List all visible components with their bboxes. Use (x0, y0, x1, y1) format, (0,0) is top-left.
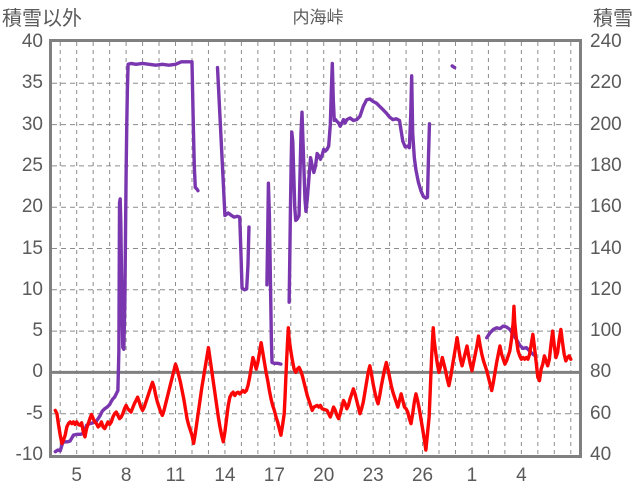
plot-svg (52, 42, 579, 455)
x-tick: 8 (120, 465, 132, 486)
x-tick: 5 (71, 465, 82, 486)
y-right-tick: 40 (590, 444, 612, 465)
y-left-tick: 15 (21, 237, 43, 259)
y-left-tick: 40 (21, 31, 43, 52)
y-right-tick: 160 (590, 196, 622, 218)
x-tick: 17 (263, 465, 285, 486)
y-right-tick: 220 (590, 72, 622, 94)
series-line-0 (215, 65, 251, 292)
series-line-0 (53, 60, 200, 454)
x-tick: 1 (466, 465, 478, 486)
x-tick: 20 (313, 465, 335, 486)
x-tick: 14 (214, 465, 236, 486)
y-right-tick: 200 (590, 113, 622, 135)
y-left-tick: -10 (15, 444, 43, 465)
horizontal-gridlines (52, 82, 579, 415)
y-right-tick: 240 (590, 31, 622, 52)
y-right-tick: 180 (590, 154, 622, 176)
y-left-tick: 20 (21, 196, 43, 218)
x-tick: 23 (362, 465, 384, 486)
y-right-tick: 80 (590, 361, 612, 383)
y-left-tick: -5 (26, 402, 43, 424)
series-line-0 (450, 64, 457, 70)
y-left-tick: 5 (32, 320, 43, 342)
chart-title: 内海峠 (292, 8, 344, 27)
data-series (53, 60, 573, 454)
series-line-0 (287, 61, 432, 304)
y-right-tick: 120 (590, 278, 622, 300)
y-left-tick: 25 (21, 154, 43, 176)
y-left-tick: 35 (21, 72, 43, 94)
x-tick: 26 (411, 465, 434, 486)
y-right-tick: 100 (590, 320, 622, 342)
series-line-1 (53, 304, 573, 452)
plot-area (49, 39, 582, 458)
right-axis-title: 積雪 (593, 8, 633, 30)
y-right-tick: 60 (590, 402, 612, 424)
x-tick: 11 (165, 465, 186, 486)
x-tick: 4 (516, 465, 527, 486)
left-axis-title: 積雪以外 (2, 8, 82, 30)
y-left-tick: 30 (21, 113, 43, 135)
y-left-tick: 0 (32, 361, 43, 383)
y-right-tick: 140 (590, 237, 622, 259)
y-left-tick: 10 (21, 278, 43, 300)
series-line-0 (265, 181, 283, 366)
